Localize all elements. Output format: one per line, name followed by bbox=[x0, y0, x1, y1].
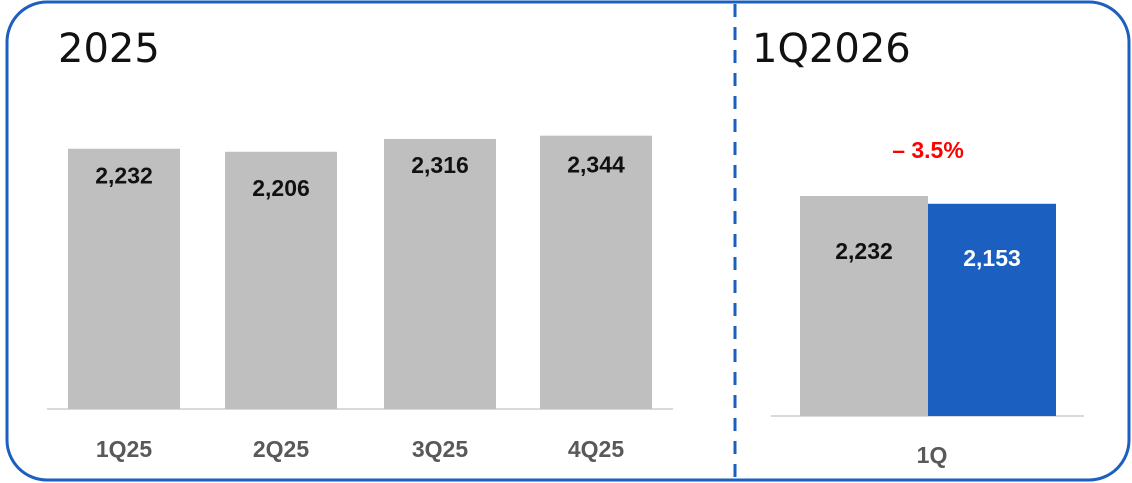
value-label-4q25: 2,344 bbox=[567, 152, 625, 178]
value-label-1q25: 2,232 bbox=[95, 163, 153, 189]
bar-3q25 bbox=[384, 139, 496, 409]
value-label-3q25: 2,316 bbox=[411, 152, 469, 178]
bar-1q-series-1 bbox=[800, 196, 928, 416]
category-label-2q25: 2Q25 bbox=[253, 436, 309, 462]
chart-1q2026: 2,232 2,153 – 3.5% 1Q bbox=[771, 137, 1084, 468]
bar-1q-series-2 bbox=[928, 204, 1056, 416]
chart-2025: 2,232 1Q25 2,206 2Q25 2,316 3Q25 2,344 4Q25 bbox=[47, 136, 673, 462]
change-label: – 3.5% bbox=[892, 137, 964, 163]
category-label-1q: 1Q bbox=[917, 442, 948, 468]
value-label-1q-series-1: 2,232 bbox=[835, 238, 893, 264]
category-label-1q25: 1Q25 bbox=[96, 436, 152, 462]
panel-title-2025: 2025 bbox=[58, 26, 160, 72]
panel-title-1q2026: 1Q2026 bbox=[752, 26, 911, 72]
value-label-1q-series-2: 2,153 bbox=[963, 245, 1021, 271]
category-label-3q25: 3Q25 bbox=[412, 436, 468, 462]
value-label-2q25: 2,206 bbox=[252, 175, 310, 201]
category-label-4q25: 4Q25 bbox=[568, 436, 624, 462]
